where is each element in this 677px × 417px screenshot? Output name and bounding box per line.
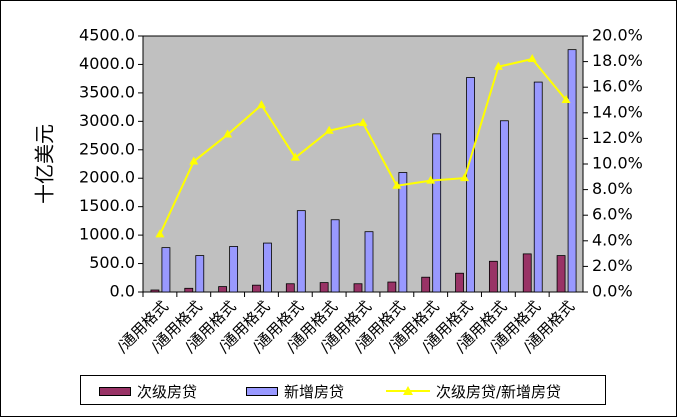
- legend-item-new-mortgage: 新增房贷: [246, 381, 344, 401]
- y2-tick-label-7: 14.0%: [592, 102, 643, 121]
- y2-tick-label-2: 4.0%: [592, 230, 633, 249]
- ratio-point-3: [256, 100, 266, 109]
- y2-tick-label-3: 6.0%: [592, 205, 633, 224]
- bar-subprime-6: [353, 283, 363, 293]
- legend-label-ratio: 次级房贷/新增房贷: [436, 382, 562, 401]
- bar-new-mortgage-8: [432, 133, 442, 293]
- y2-tick-label-4: 8.0%: [592, 179, 633, 198]
- bar-subprime-0: [150, 289, 160, 293]
- bar-subprime-2: [218, 286, 228, 293]
- bar-new-mortgage-0: [161, 247, 171, 293]
- y2-tick-label-1: 2.0%: [592, 256, 633, 275]
- legend-swatch-new-mortgage: [246, 386, 278, 396]
- legend-label-subprime: 次级房贷: [137, 382, 198, 401]
- bar-subprime-8: [421, 276, 431, 293]
- ratio-point-2: [223, 129, 233, 138]
- legend-item-subprime: 次级房贷: [99, 381, 197, 401]
- y2-tick-label-9: 18.0%: [592, 51, 643, 70]
- y-axis-label: 十亿美元: [33, 124, 57, 204]
- ratio-point-9: [460, 173, 470, 182]
- bar-subprime-10: [488, 260, 498, 293]
- bar-subprime-1: [184, 287, 194, 293]
- bar-new-mortgage-2: [229, 246, 239, 293]
- bar-subprime-12: [556, 255, 566, 293]
- legend-swatch-subprime: [99, 386, 131, 396]
- y-tick-label-3: 1500.0: [79, 196, 135, 215]
- bar-subprime-11: [522, 253, 532, 293]
- y-tick-label-4: 2000.0: [79, 168, 135, 187]
- ratio-point-12: [561, 95, 571, 103]
- y-tick-label-2: 1000.0: [79, 225, 135, 244]
- bar-new-mortgage-7: [398, 172, 408, 293]
- ratio-point-8: [426, 175, 436, 184]
- ratio-point-11: [527, 54, 537, 63]
- legend-swatch-ratio: [386, 386, 430, 395]
- legend: 次级房贷 新增房贷 次级房贷/新增房贷: [80, 375, 606, 405]
- y2-tick-label-0: 0.0%: [592, 282, 633, 301]
- y2-tick-label-8: 16.0%: [592, 77, 643, 96]
- y-tick-label-1: 500.0: [89, 253, 135, 272]
- ratio-point-1: [189, 156, 199, 165]
- ratio-point-4: [290, 152, 300, 161]
- bar-new-mortgage-10: [499, 120, 509, 293]
- ratio-point-7: [392, 180, 402, 189]
- y-tick-label-8: 4000.0: [79, 54, 135, 73]
- bar-new-mortgage-4: [296, 210, 306, 293]
- y-tick-label-9: 4500.0: [79, 26, 135, 45]
- ratio-point-0: [155, 229, 165, 238]
- y2-tick-label-10: 20.0%: [592, 26, 643, 45]
- y2-tick-label-5: 10.0%: [592, 154, 643, 173]
- legend-item-ratio: 次级房贷/新增房贷: [386, 381, 561, 401]
- y-tick-label-7: 3500.0: [79, 82, 135, 101]
- bar-new-mortgage-6: [364, 231, 374, 293]
- bar-new-mortgage-11: [533, 81, 543, 293]
- y-tick-label-6: 3000.0: [79, 111, 135, 130]
- ratio-point-5: [324, 125, 334, 134]
- bar-new-mortgage-3: [263, 242, 272, 293]
- bar-new-mortgage-12: [567, 49, 577, 293]
- bar-subprime-7: [387, 281, 397, 293]
- bar-new-mortgage-5: [330, 219, 340, 293]
- bar-subprime-5: [319, 282, 329, 293]
- plot-area: [142, 35, 584, 293]
- ratio-point-10: [493, 61, 503, 70]
- bar-new-mortgage-1: [195, 255, 205, 293]
- y-tick-label-5: 2500.0: [79, 139, 135, 158]
- legend-label-new-mortgage: 新增房贷: [284, 382, 345, 401]
- bar-subprime-4: [285, 283, 295, 293]
- y2-tick-label-6: 12.0%: [592, 128, 643, 147]
- bar-new-mortgage-9: [466, 77, 475, 293]
- ratio-point-6: [358, 118, 368, 127]
- y-tick-label-0: 0.0: [110, 282, 135, 301]
- bar-subprime-9: [455, 272, 464, 293]
- bar-subprime-3: [252, 284, 261, 293]
